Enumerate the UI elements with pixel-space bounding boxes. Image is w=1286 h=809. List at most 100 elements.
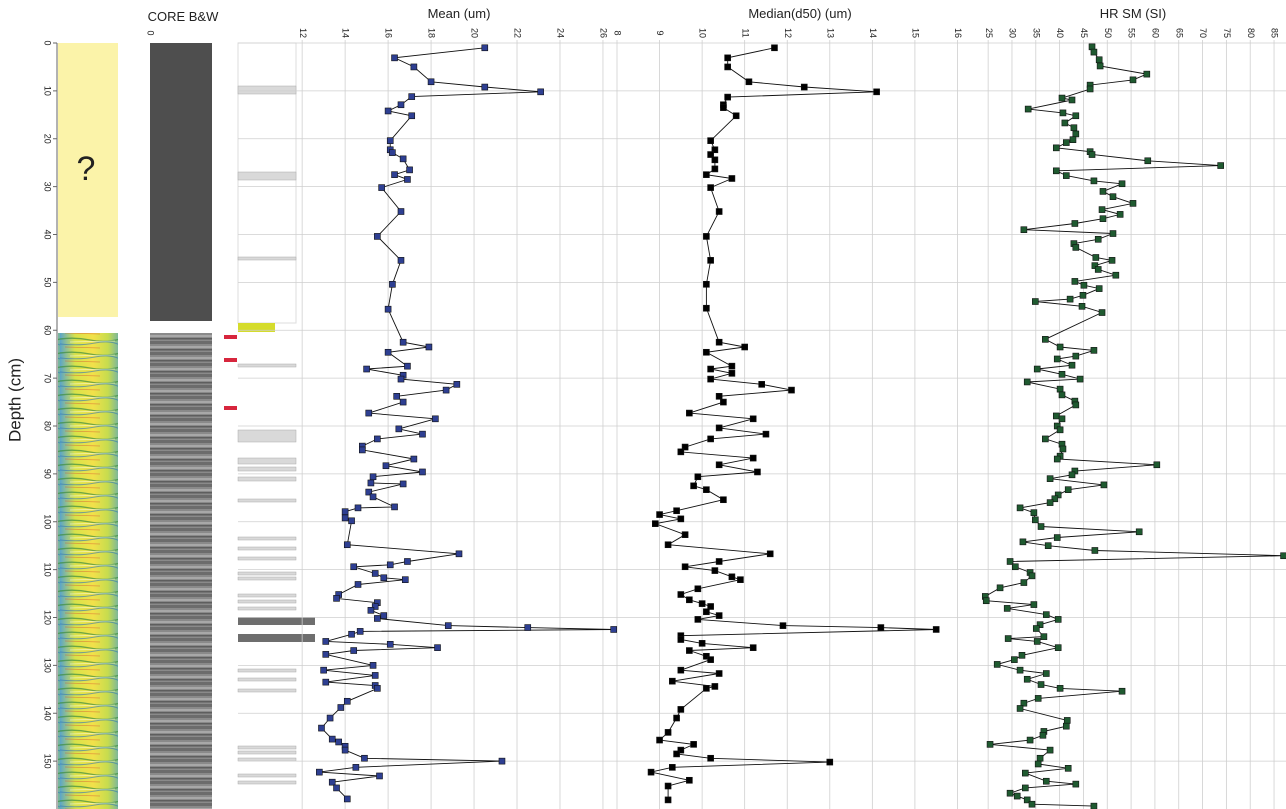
data-point — [1022, 784, 1029, 792]
data-point — [1068, 361, 1076, 369]
y-tick-label: 40 — [43, 229, 53, 239]
data-point — [1042, 435, 1049, 443]
data-point — [1046, 475, 1054, 482]
core-title: CORE B&W — [148, 9, 220, 24]
data-point — [703, 304, 710, 312]
data-point — [1016, 504, 1024, 512]
data-point — [1054, 644, 1062, 651]
data-point — [779, 622, 787, 629]
data-point — [664, 782, 672, 790]
x-tick-label: 55 — [1127, 28, 1137, 38]
x-tick-label: 60 — [1151, 28, 1161, 38]
data-point — [1068, 96, 1076, 104]
x-tick-label: 12 — [783, 28, 793, 38]
data-point — [1032, 298, 1039, 305]
data-point — [724, 54, 731, 62]
data-point — [749, 644, 757, 651]
y-tick-label: 30 — [43, 182, 53, 192]
data-point — [826, 758, 834, 766]
data-point — [391, 54, 398, 62]
data-point — [1023, 675, 1031, 683]
data-point — [1078, 303, 1086, 310]
y-tick-label: 80 — [43, 421, 53, 431]
x-tick-label: 15 — [911, 28, 921, 38]
data-point — [1042, 611, 1050, 618]
y-tick-label: 150 — [43, 754, 53, 769]
data-point — [410, 455, 418, 463]
data-point — [1056, 685, 1064, 692]
data-point — [386, 561, 394, 569]
data-point — [1058, 391, 1066, 399]
data-point — [1053, 455, 1061, 463]
data-point — [1280, 552, 1286, 560]
unknown-label: ? — [77, 150, 96, 188]
data-point — [1024, 105, 1032, 113]
data-point — [322, 678, 330, 686]
x-tick-label: 20 — [470, 28, 480, 38]
data-point — [1095, 56, 1103, 64]
data-point — [732, 112, 740, 120]
y-axis-title: Depth (cm) — [5, 358, 24, 442]
data-point — [333, 595, 340, 602]
data-line — [650, 47, 937, 800]
data-point — [1217, 162, 1224, 169]
data-point — [365, 488, 373, 496]
data-point — [1056, 343, 1064, 351]
data-point — [664, 729, 672, 736]
data-point — [1003, 605, 1011, 612]
data-point — [1018, 652, 1026, 659]
data-point — [326, 714, 334, 722]
data-point — [399, 155, 407, 163]
x-tick-label: 45 — [1079, 28, 1089, 38]
data-point — [652, 520, 659, 527]
data-point — [1072, 780, 1080, 788]
data-point — [703, 280, 710, 288]
data-point — [686, 776, 693, 784]
data-point — [1054, 491, 1062, 499]
data-point — [711, 683, 719, 690]
data-point — [1036, 754, 1044, 762]
data-point — [1053, 534, 1061, 541]
data-point — [1006, 558, 1014, 565]
data-point — [348, 517, 355, 525]
data-point — [371, 603, 379, 610]
data-point — [419, 468, 426, 476]
data-point — [1061, 119, 1069, 127]
data-point — [1108, 257, 1116, 264]
data-point — [408, 93, 416, 100]
data-point — [669, 764, 676, 771]
data-point — [932, 626, 940, 633]
data-point — [1012, 563, 1019, 571]
data-point — [399, 338, 407, 346]
data-point — [333, 784, 340, 792]
data-point — [374, 615, 381, 622]
data-point — [771, 44, 778, 52]
red-marker — [224, 335, 237, 339]
panel-title: HR SM (SI) — [1100, 6, 1166, 21]
data-point — [1099, 215, 1107, 223]
data-point — [363, 365, 370, 373]
data-point — [389, 280, 396, 288]
data-point — [1096, 62, 1104, 70]
data-point — [690, 482, 697, 490]
data-point — [707, 257, 714, 264]
data-point — [397, 101, 405, 109]
data-point — [724, 63, 731, 71]
y-tick-label: 0 — [43, 40, 53, 45]
x-tick-label: 8 — [613, 30, 623, 35]
data-point — [343, 795, 351, 803]
data-point — [328, 735, 336, 743]
data-point — [993, 661, 1001, 668]
core-scale-tick: 0 — [146, 30, 156, 35]
data-point — [367, 479, 375, 487]
data-point — [711, 156, 719, 164]
x-tick-label: 85 — [1270, 28, 1280, 38]
y-tick-label: 100 — [43, 514, 53, 529]
x-tick-label: 14 — [341, 28, 351, 38]
data-point — [395, 425, 403, 433]
x-tick-label: 30 — [1008, 28, 1018, 38]
data-point — [1129, 200, 1137, 207]
data-point — [384, 348, 392, 356]
data-point — [707, 151, 714, 158]
data-point — [694, 616, 702, 623]
